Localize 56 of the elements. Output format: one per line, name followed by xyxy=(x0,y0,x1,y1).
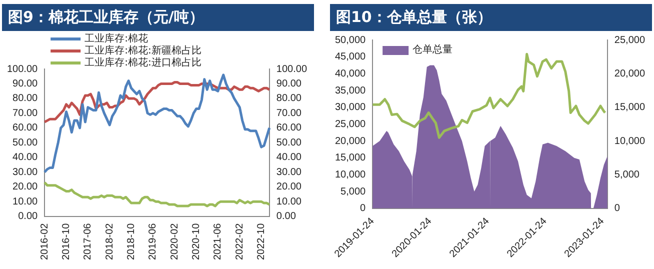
legend-label: 仓单总量 xyxy=(412,44,453,56)
y2-tick-label: 10.00 xyxy=(276,196,302,208)
y-tick-label: 40,000 xyxy=(334,68,366,80)
y-tick-label: 0 xyxy=(360,203,366,214)
y2-tick-label: 40.00 xyxy=(276,152,302,164)
y-tick-label: 15,000 xyxy=(334,152,366,164)
y-tick-label: 80.00 xyxy=(12,93,38,104)
y-tick-label: 35,000 xyxy=(334,85,366,96)
y2-tick-label: 25,000 xyxy=(614,34,646,46)
chart-title: 图9：棉花工业库存（元/吨） xyxy=(2,4,314,31)
y2-tick-label: 10,000 xyxy=(614,136,646,147)
legend-label: 工业库存:棉花:进口棉占比 xyxy=(84,56,202,69)
y-tick-label: 20,000 xyxy=(334,136,366,147)
y-tick-label: 10,000 xyxy=(334,169,366,180)
y-tick-label: 25,000 xyxy=(334,118,366,130)
x-tick-label: 2020-02 xyxy=(169,222,180,260)
y-tick-label: 50.00 xyxy=(12,137,38,148)
x-tick-label: 2022-10 xyxy=(256,222,268,260)
y2-tick-label: 30.00 xyxy=(276,166,302,178)
y-tick-label: 45,000 xyxy=(334,52,366,63)
y2-tick-label: 80.00 xyxy=(276,93,302,104)
y2-tick-label: 0 xyxy=(614,203,620,214)
x-tick-label: 2018-02 xyxy=(104,222,116,260)
y-tick-label: 70.00 xyxy=(12,108,38,119)
y2-tick-label: 0.00 xyxy=(276,211,296,222)
x-tick-label: 2018-10 xyxy=(126,222,138,260)
y-tick-label: 100.00 xyxy=(6,64,38,75)
x-tick-label: 2021-06 xyxy=(212,222,224,260)
x-tick-label: 2017-06 xyxy=(82,222,94,260)
y-tick-label: 0.00 xyxy=(18,211,38,222)
y2-tick-label: 15,000 xyxy=(614,102,646,114)
y2-tick-label: 90.00 xyxy=(276,78,302,90)
y-tick-label: 60.00 xyxy=(12,122,38,134)
legend-label: 工业库存:棉花 xyxy=(84,32,148,45)
y-tick-label: 30,000 xyxy=(334,102,366,114)
y-tick-label: 40.00 xyxy=(12,152,38,164)
chart-title: 图10：仓单总量（张） xyxy=(330,4,652,31)
x-tick-label: 2016-10 xyxy=(61,222,72,260)
y-tick-label: 20.00 xyxy=(12,182,38,193)
x-tick-label: 2019-06 xyxy=(148,222,159,260)
x-tick-label: 2016-02 xyxy=(39,222,50,260)
y-tick-label: 90.00 xyxy=(12,78,38,90)
x-tick-label: 2022-02 xyxy=(234,222,246,260)
y2-tick-label: 5,000 xyxy=(614,169,640,180)
y2-tick-label: 100.00 xyxy=(276,64,308,75)
y2-tick-label: 70.00 xyxy=(276,108,302,119)
y-tick-label: 30.00 xyxy=(12,166,38,178)
y-tick-label: 50,000 xyxy=(334,34,366,46)
y2-tick-label: 60.00 xyxy=(276,122,302,134)
y2-tick-label: 20.00 xyxy=(276,182,302,193)
y2-tick-label: 50.00 xyxy=(276,137,302,148)
y2-tick-label: 20,000 xyxy=(614,68,646,80)
legend-label: 工业库存:棉花:新疆棉占比 xyxy=(84,44,202,57)
y-tick-label: 10.00 xyxy=(12,196,38,208)
y-tick-label: 5,000 xyxy=(340,186,366,198)
x-tick-label: 2020-10 xyxy=(191,222,202,260)
